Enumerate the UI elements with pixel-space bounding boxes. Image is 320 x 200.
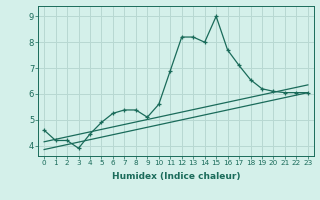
X-axis label: Humidex (Indice chaleur): Humidex (Indice chaleur) (112, 172, 240, 181)
